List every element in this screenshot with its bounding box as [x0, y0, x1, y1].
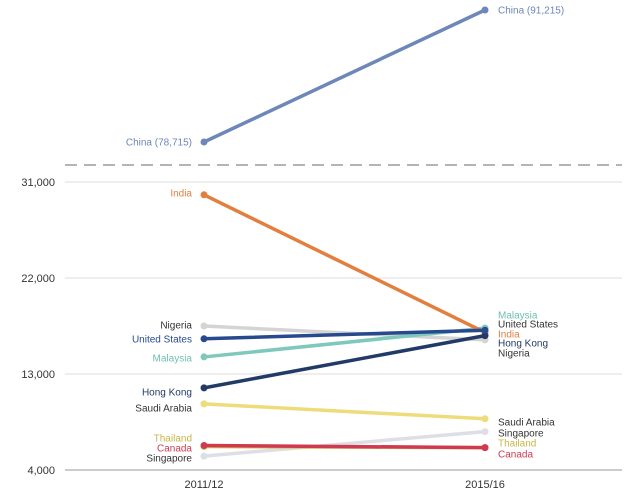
data-point-canada [200, 441, 208, 449]
data-point-india [200, 191, 208, 199]
y-tick-label: 31,000 [21, 177, 55, 189]
left-label-india: India [170, 189, 192, 200]
left-label-nigeria: Nigeria [160, 321, 192, 332]
right-label-china: China (91,215) [498, 6, 564, 17]
series-line-saudi-arabia [202, 402, 487, 421]
right-label-malaysia: Malaysia [498, 311, 538, 322]
data-point-canada [481, 444, 489, 452]
data-point-nigeria [200, 322, 208, 330]
data-point-saudi-arabia [200, 400, 208, 408]
right-label-singapore: Singapore [498, 429, 544, 440]
y-tick-label: 13,000 [21, 369, 55, 381]
right-label-nigeria: Nigeria [498, 349, 530, 360]
series-lines [200, 6, 489, 460]
series-line-singapore [202, 429, 487, 458]
data-point-malaysia [200, 353, 208, 361]
x-tick-label: 2011/12 [185, 479, 224, 491]
right-label-united-states: United States [498, 320, 558, 331]
left-label-thailand: Thailand [154, 434, 192, 445]
data-point-china [200, 138, 208, 146]
left-label-malaysia: Malaysia [153, 354, 193, 365]
axis-tick-labels: 4,000 13,000 22,000 31,000 2011/12 2015/16 [21, 177, 505, 491]
data-point-hong-kong [481, 332, 489, 340]
data-point-singapore [200, 452, 208, 460]
right-label-india: India [498, 330, 520, 341]
left-label-united-states: United States [132, 335, 192, 346]
x-tick-label: 2015/16 [465, 479, 505, 491]
right-label-canada: Canada [498, 450, 533, 461]
left-label-saudi-arabia: Saudi Arabia [135, 404, 192, 415]
right-label-saudi-arabia: Saudi Arabia [498, 418, 555, 429]
data-point-saudi-arabia [481, 415, 489, 423]
left-label-hong-kong: Hong Kong [142, 388, 192, 399]
series-line-united-states [202, 328, 487, 341]
right-label-thailand: Thailand [498, 439, 536, 450]
y-tick-label: 22,000 [21, 273, 55, 285]
data-point-united-states [481, 326, 489, 334]
right-label-hong-kong: Hong Kong [498, 339, 548, 350]
series-line-china [202, 8, 487, 144]
series-line-canada [202, 443, 487, 450]
data-point-china [481, 6, 489, 14]
left-label-canada: Canada [157, 444, 192, 455]
point-labels: China (78,715) China (91,215) India India Ni… [126, 6, 564, 465]
series-line-hong-kong [202, 333, 487, 390]
data-point-hong-kong [200, 384, 208, 392]
y-tick-label: 4,000 [27, 465, 55, 477]
left-label-singapore: Singapore [146, 454, 192, 465]
data-point-singapore [481, 428, 489, 436]
series-line-india [202, 193, 487, 335]
gridlines [65, 181, 622, 471]
left-label-china: China (78,715) [126, 138, 192, 149]
data-point-united-states [200, 335, 208, 343]
